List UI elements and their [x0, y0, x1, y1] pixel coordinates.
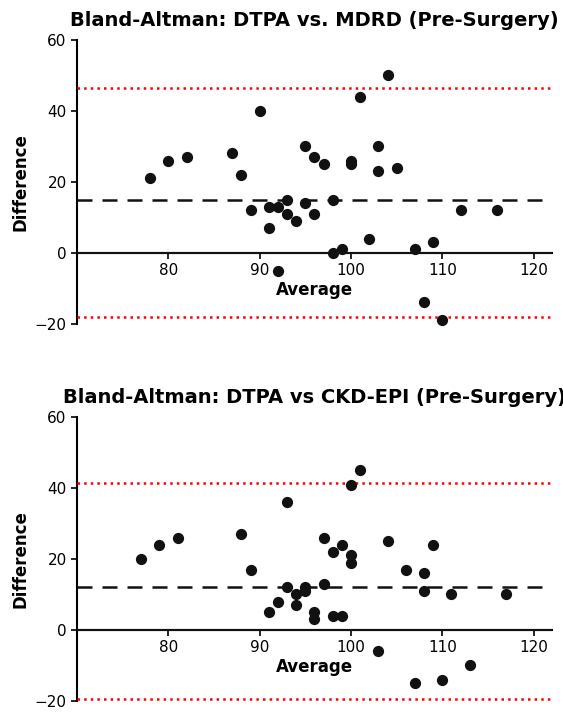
Point [310, 208, 319, 220]
Point [292, 599, 301, 611]
Point [173, 532, 182, 544]
Point [274, 265, 283, 276]
Point [428, 539, 437, 551]
Point [374, 165, 383, 177]
Point [356, 91, 365, 102]
Point [310, 151, 319, 163]
Point [283, 582, 292, 593]
Point [237, 528, 246, 540]
Point [419, 296, 428, 308]
Point [237, 169, 246, 180]
X-axis label: Average: Average [276, 281, 353, 299]
Point [447, 589, 456, 601]
Point [310, 606, 319, 618]
Point [401, 564, 410, 575]
X-axis label: Average: Average [276, 658, 353, 676]
Point [319, 532, 328, 544]
Point [264, 606, 273, 618]
Point [274, 201, 283, 213]
Point [264, 201, 273, 213]
Point [419, 567, 428, 579]
Point [374, 141, 383, 152]
Point [301, 198, 310, 209]
Point [319, 159, 328, 170]
Point [255, 105, 264, 117]
Point [228, 148, 237, 159]
Point [383, 536, 392, 547]
Point [502, 589, 511, 601]
Y-axis label: Difference: Difference [11, 133, 29, 231]
Point [337, 244, 346, 255]
Point [301, 582, 310, 593]
Point [365, 233, 374, 244]
Point [383, 70, 392, 81]
Point [438, 674, 447, 686]
Y-axis label: Difference: Difference [11, 510, 29, 608]
Point [283, 208, 292, 220]
Point [283, 497, 292, 508]
Point [246, 564, 255, 575]
Point [328, 247, 337, 259]
Point [356, 464, 365, 476]
Point [346, 155, 355, 167]
Point [274, 596, 283, 607]
Point [419, 585, 428, 597]
Point [136, 553, 145, 565]
Point [374, 645, 383, 657]
Point [164, 155, 173, 167]
Point [182, 151, 191, 163]
Point [155, 539, 164, 551]
Point [392, 162, 401, 174]
Point [328, 547, 337, 558]
Point [410, 678, 419, 689]
Point [328, 194, 337, 205]
Point [337, 610, 346, 622]
Point [328, 610, 337, 622]
Title: Bland-Altman: DTPA vs. MDRD (Pre-Surgery): Bland-Altman: DTPA vs. MDRD (Pre-Surgery… [70, 11, 559, 30]
Point [319, 578, 328, 590]
Point [337, 539, 346, 551]
Point [292, 589, 301, 601]
Point [346, 549, 355, 561]
Point [346, 479, 355, 490]
Point [410, 244, 419, 255]
Point [292, 215, 301, 226]
Point [301, 585, 310, 597]
Point [264, 222, 273, 234]
Point [246, 205, 255, 216]
Point [301, 141, 310, 152]
Point [283, 194, 292, 205]
Point [438, 314, 447, 326]
Title: Bland-Altman: DTPA vs CKD-EPI (Pre-Surgery): Bland-Altman: DTPA vs CKD-EPI (Pre-Surge… [63, 389, 563, 407]
Point [428, 236, 437, 248]
Point [465, 660, 474, 671]
Point [456, 205, 465, 216]
Point [146, 172, 155, 184]
Point [310, 614, 319, 625]
Point [346, 159, 355, 170]
Point [346, 557, 355, 568]
Point [493, 205, 502, 216]
